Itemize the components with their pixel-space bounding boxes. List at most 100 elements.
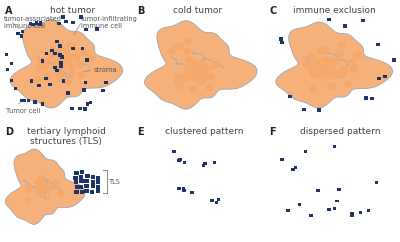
Bar xyxy=(89,101,92,104)
Bar xyxy=(66,91,70,95)
Circle shape xyxy=(68,63,75,70)
Circle shape xyxy=(327,82,336,90)
Circle shape xyxy=(192,71,201,79)
Circle shape xyxy=(205,83,214,91)
Bar xyxy=(38,21,42,24)
Text: F: F xyxy=(269,127,276,137)
Circle shape xyxy=(189,58,197,66)
Circle shape xyxy=(53,179,60,185)
Bar xyxy=(53,52,56,55)
Circle shape xyxy=(65,42,72,49)
Circle shape xyxy=(24,186,32,192)
Circle shape xyxy=(58,62,65,69)
Circle shape xyxy=(36,186,43,192)
Bar xyxy=(85,174,90,178)
Bar xyxy=(74,171,78,175)
Circle shape xyxy=(69,63,77,70)
Bar xyxy=(288,95,292,98)
Polygon shape xyxy=(5,149,85,224)
Bar xyxy=(20,34,23,38)
Bar xyxy=(27,99,30,102)
Bar xyxy=(302,108,306,111)
Bar xyxy=(332,207,336,210)
Circle shape xyxy=(37,186,45,192)
Circle shape xyxy=(36,185,43,192)
Circle shape xyxy=(316,71,325,78)
Circle shape xyxy=(66,53,73,60)
Circle shape xyxy=(24,197,31,204)
Text: A: A xyxy=(5,6,13,16)
Circle shape xyxy=(317,47,325,54)
Circle shape xyxy=(70,53,77,60)
Circle shape xyxy=(200,63,208,71)
Circle shape xyxy=(201,73,209,81)
Circle shape xyxy=(343,80,352,88)
Bar xyxy=(53,66,56,69)
Text: hot tumor: hot tumor xyxy=(50,6,95,15)
Polygon shape xyxy=(144,21,257,109)
Circle shape xyxy=(214,60,222,68)
Bar xyxy=(359,211,362,213)
Bar xyxy=(5,53,8,56)
Circle shape xyxy=(323,73,332,80)
Bar xyxy=(60,55,64,59)
Bar xyxy=(190,191,194,194)
Bar xyxy=(316,189,320,192)
Bar xyxy=(78,107,82,110)
Circle shape xyxy=(324,62,332,70)
Circle shape xyxy=(196,78,204,86)
Circle shape xyxy=(201,68,209,75)
Circle shape xyxy=(321,46,330,54)
Bar xyxy=(84,81,87,84)
Bar xyxy=(55,69,59,72)
Circle shape xyxy=(353,52,362,59)
Bar xyxy=(10,62,13,65)
Bar xyxy=(350,214,354,217)
Circle shape xyxy=(43,74,50,81)
Bar xyxy=(96,176,100,180)
Circle shape xyxy=(173,79,181,86)
Circle shape xyxy=(57,189,65,196)
Bar xyxy=(29,22,32,25)
Circle shape xyxy=(88,54,96,61)
Circle shape xyxy=(329,70,337,78)
Bar xyxy=(217,198,220,201)
Bar xyxy=(41,102,44,106)
Circle shape xyxy=(173,43,181,51)
Circle shape xyxy=(203,65,211,73)
Circle shape xyxy=(34,179,42,185)
Bar xyxy=(30,79,34,83)
Text: Tumor cell: Tumor cell xyxy=(6,108,41,114)
Circle shape xyxy=(185,57,193,64)
Circle shape xyxy=(58,72,65,78)
Bar xyxy=(79,179,84,183)
Circle shape xyxy=(36,63,43,70)
Bar xyxy=(280,41,284,45)
Circle shape xyxy=(336,50,344,57)
Circle shape xyxy=(56,60,64,67)
Bar xyxy=(81,47,84,50)
Bar xyxy=(392,58,396,62)
Bar xyxy=(80,169,84,174)
Circle shape xyxy=(76,61,84,68)
Bar xyxy=(210,199,214,202)
Bar xyxy=(71,47,75,50)
Bar xyxy=(71,21,75,24)
Text: E: E xyxy=(137,127,144,137)
Bar xyxy=(177,187,181,190)
Text: stroma: stroma xyxy=(93,67,117,73)
Bar xyxy=(31,23,35,26)
Bar xyxy=(309,214,313,217)
Bar xyxy=(84,189,89,193)
Circle shape xyxy=(176,82,184,90)
Bar xyxy=(14,87,18,90)
Bar xyxy=(96,180,100,184)
Text: C: C xyxy=(269,6,276,16)
Circle shape xyxy=(44,185,51,191)
Circle shape xyxy=(192,62,200,70)
Bar xyxy=(213,161,216,164)
Circle shape xyxy=(192,64,200,72)
Circle shape xyxy=(324,63,332,70)
Circle shape xyxy=(55,58,62,65)
Circle shape xyxy=(39,185,46,191)
